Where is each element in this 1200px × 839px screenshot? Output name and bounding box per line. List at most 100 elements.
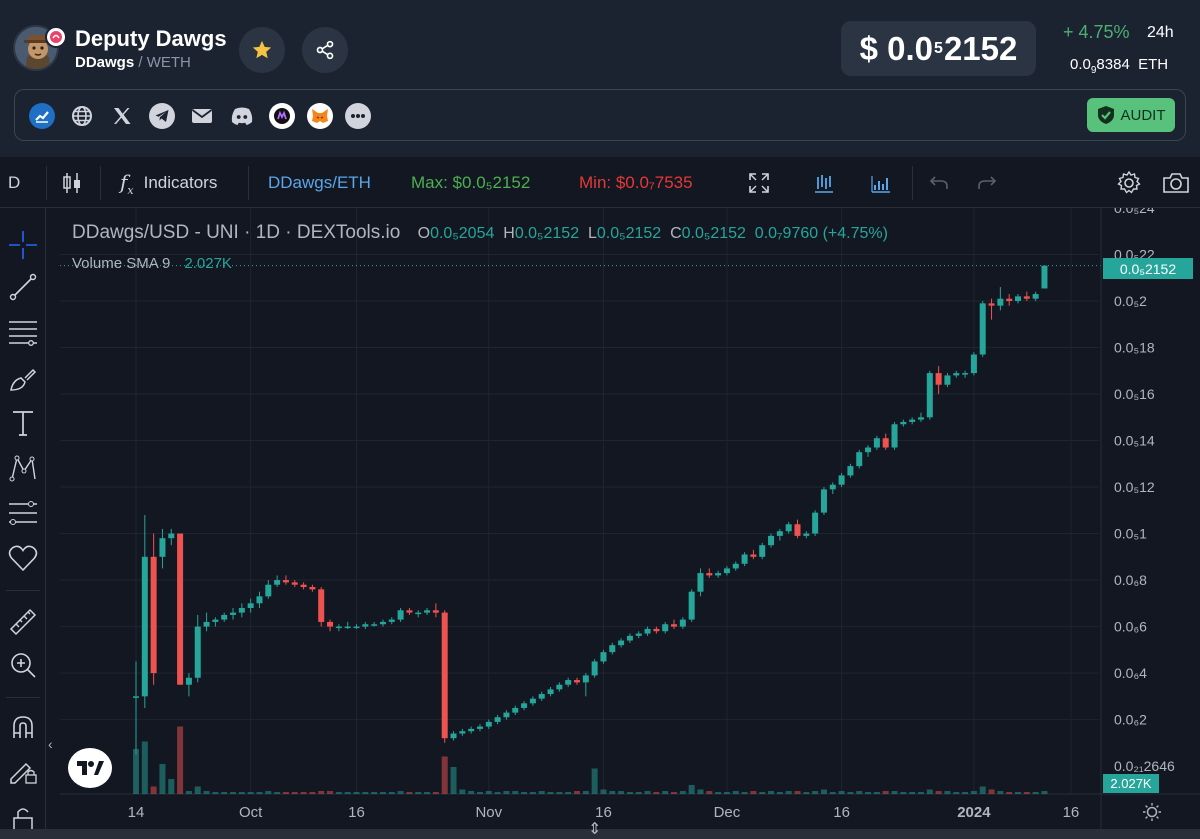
toolbar-divider bbox=[46, 166, 47, 200]
candle-body bbox=[327, 621, 334, 627]
candle-body bbox=[688, 591, 695, 620]
volume-bar bbox=[230, 792, 237, 794]
magnet-tool[interactable] bbox=[6, 711, 40, 745]
collapse-toolbar-chevron-icon[interactable]: ‹ bbox=[48, 736, 53, 752]
volume-bar bbox=[521, 792, 528, 794]
volume-bar bbox=[953, 792, 960, 794]
indicators-button[interactable]: fx Indicators bbox=[120, 158, 217, 208]
x-twitter-icon[interactable] bbox=[109, 103, 135, 129]
bottom-settings-button[interactable] bbox=[1140, 800, 1164, 824]
price-tick-label: 0.0₅12 bbox=[1114, 479, 1155, 495]
candle-body bbox=[873, 438, 880, 448]
price-chart[interactable]: 0.0₅240.0₅220.0₅20.0₅180.0₅160.0₅140.0₅1… bbox=[46, 208, 1200, 829]
share-icon bbox=[316, 40, 334, 60]
undo-button[interactable] bbox=[929, 158, 949, 208]
ruler-tool[interactable] bbox=[6, 605, 40, 639]
candle-body bbox=[706, 573, 713, 576]
candle-body bbox=[1032, 294, 1039, 299]
tradingview-logo[interactable] bbox=[68, 748, 112, 788]
zoom-tool[interactable] bbox=[6, 648, 40, 682]
telegram-icon[interactable] bbox=[149, 103, 175, 129]
candle-body bbox=[335, 626, 342, 629]
discord-icon[interactable] bbox=[229, 103, 255, 129]
candle-body bbox=[1041, 265, 1048, 289]
chart-toolbar: D fx Indicators DDawgs/ETH Max: $0.0₅215… bbox=[0, 158, 1200, 208]
interval-selector[interactable]: D bbox=[8, 173, 21, 192]
time-tick-label: 16 bbox=[595, 804, 612, 821]
share-button[interactable] bbox=[302, 27, 348, 73]
chart-symbol-title: DDawgs/USD - UNI · 1D · DEXTools.io bbox=[72, 222, 401, 243]
bottom-resize-bar[interactable]: ⇕ bbox=[0, 821, 1200, 839]
fullscreen-icon bbox=[749, 173, 769, 193]
eth-price-prefix: 0.0 bbox=[1070, 56, 1091, 73]
bars-chart-icon bbox=[815, 175, 833, 193]
fullscreen-button[interactable] bbox=[748, 158, 770, 208]
trendline-tool[interactable] bbox=[6, 270, 40, 304]
undo-icon bbox=[929, 176, 948, 189]
chart-type-button[interactable] bbox=[61, 158, 83, 208]
volume-sma-value: 2.027K bbox=[184, 255, 232, 272]
fib-tool[interactable] bbox=[6, 496, 40, 530]
candle-body bbox=[503, 712, 510, 718]
candle-body bbox=[900, 421, 907, 425]
volume-bar bbox=[353, 792, 360, 794]
time-tick-label: Nov bbox=[475, 804, 502, 821]
favorite-button[interactable] bbox=[239, 27, 285, 73]
candles-icon bbox=[63, 173, 80, 193]
more-icon[interactable] bbox=[345, 103, 371, 129]
candle-body bbox=[459, 731, 466, 734]
horizontal-lines-tool[interactable] bbox=[6, 315, 40, 349]
candle-body bbox=[538, 694, 545, 699]
candle-body bbox=[856, 452, 863, 467]
pair-toggle[interactable]: DDawgs/ETH bbox=[268, 173, 371, 192]
volume-bar bbox=[476, 792, 483, 794]
coinmarketcap-icon[interactable] bbox=[269, 103, 295, 129]
candle-body bbox=[944, 375, 951, 385]
dextools-icon[interactable] bbox=[29, 103, 55, 129]
volume-bar bbox=[133, 749, 139, 794]
low-value: 0.0₅2152 bbox=[596, 225, 662, 242]
volume-bar bbox=[1041, 791, 1048, 794]
candle-body bbox=[909, 419, 916, 422]
favorites-tool[interactable] bbox=[6, 541, 40, 575]
volume-style-button[interactable] bbox=[870, 158, 892, 208]
candle-body bbox=[970, 354, 977, 374]
text-tool[interactable] bbox=[6, 406, 40, 440]
volume-bar bbox=[344, 792, 351, 794]
volume-bar bbox=[485, 791, 492, 794]
volume-bar bbox=[327, 791, 334, 794]
globe-icon[interactable] bbox=[69, 103, 95, 129]
volume-bar bbox=[203, 791, 210, 794]
time-tick-label: 2024 bbox=[957, 804, 991, 821]
brush-tool[interactable] bbox=[6, 362, 40, 396]
metamask-icon[interactable] bbox=[307, 103, 333, 129]
candle-body bbox=[768, 535, 775, 546]
candle-body bbox=[256, 596, 263, 604]
price-digits: 2152 bbox=[943, 29, 1018, 67]
candle-body bbox=[759, 545, 766, 557]
lock-drawing-tool[interactable] bbox=[6, 754, 40, 788]
redo-button[interactable] bbox=[977, 158, 997, 208]
mail-icon[interactable] bbox=[189, 103, 215, 129]
volume-bar bbox=[891, 791, 898, 794]
volume-bar bbox=[388, 792, 395, 794]
settings-button[interactable] bbox=[1116, 158, 1142, 208]
candle-body bbox=[485, 721, 492, 727]
drawing-toolbar bbox=[0, 208, 46, 839]
crosshair-tool[interactable] bbox=[6, 228, 40, 262]
volume-bar bbox=[723, 792, 730, 794]
chart-style-button[interactable] bbox=[813, 158, 835, 208]
price-tick-label: 0.0₆8 bbox=[1114, 572, 1147, 588]
pattern-tool[interactable] bbox=[6, 451, 40, 485]
toolbar-divider bbox=[912, 166, 913, 200]
crosshair-icon bbox=[9, 231, 37, 259]
toolbar-divider bbox=[100, 166, 101, 200]
audit-button[interactable]: AUDIT bbox=[1087, 98, 1175, 132]
volume-bar bbox=[662, 791, 669, 794]
shield-check-icon bbox=[1097, 106, 1114, 124]
candle-body bbox=[353, 626, 360, 629]
candle-body bbox=[441, 612, 448, 739]
volume-bar bbox=[600, 789, 607, 794]
candle-body bbox=[282, 580, 289, 583]
snapshot-button[interactable] bbox=[1162, 158, 1190, 208]
